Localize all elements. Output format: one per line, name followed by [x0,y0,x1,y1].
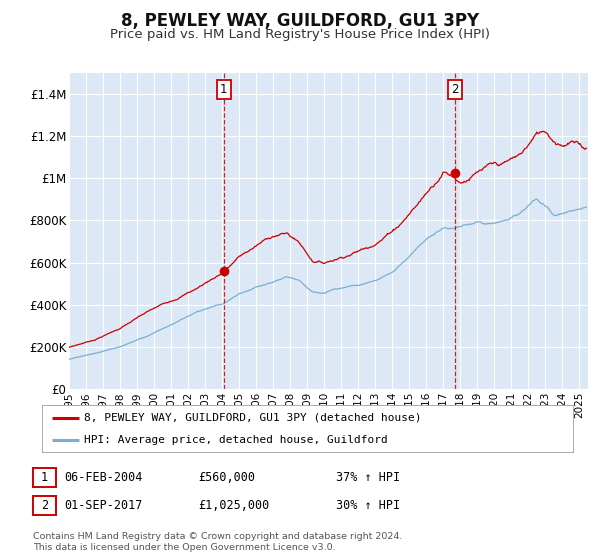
Text: 01-SEP-2017: 01-SEP-2017 [64,498,143,512]
Text: 1: 1 [41,470,48,484]
Text: 2: 2 [451,83,458,96]
Text: HPI: Average price, detached house, Guildford: HPI: Average price, detached house, Guil… [85,435,388,445]
Text: 8, PEWLEY WAY, GUILDFORD, GU1 3PY (detached house): 8, PEWLEY WAY, GUILDFORD, GU1 3PY (detac… [85,413,422,423]
Text: Price paid vs. HM Land Registry's House Price Index (HPI): Price paid vs. HM Land Registry's House … [110,28,490,41]
Text: 37% ↑ HPI: 37% ↑ HPI [336,470,400,484]
Text: £1,025,000: £1,025,000 [198,498,269,512]
Text: Contains HM Land Registry data © Crown copyright and database right 2024.: Contains HM Land Registry data © Crown c… [33,532,403,541]
Text: 1: 1 [220,83,227,96]
Text: 30% ↑ HPI: 30% ↑ HPI [336,498,400,512]
Text: 06-FEB-2004: 06-FEB-2004 [64,470,143,484]
Text: £560,000: £560,000 [198,470,255,484]
Text: 2: 2 [41,498,48,512]
Text: This data is licensed under the Open Government Licence v3.0.: This data is licensed under the Open Gov… [33,543,335,552]
Text: 8, PEWLEY WAY, GUILDFORD, GU1 3PY: 8, PEWLEY WAY, GUILDFORD, GU1 3PY [121,12,479,30]
